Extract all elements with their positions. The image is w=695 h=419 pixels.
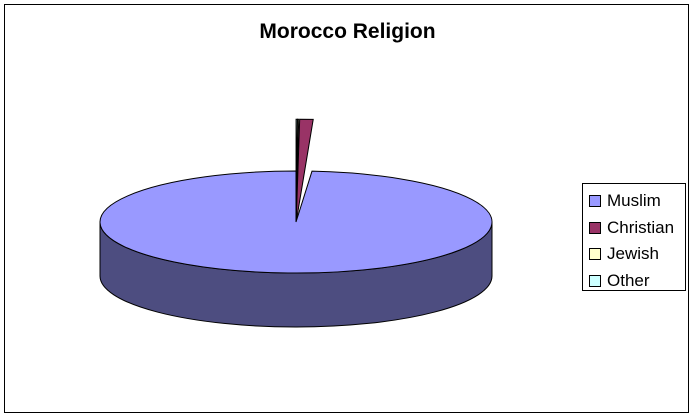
legend-item-christian: Christian	[589, 215, 685, 242]
legend-item-muslim: Muslim	[589, 188, 685, 215]
legend-item-other: Other	[589, 268, 685, 295]
legend-item-jewish: Jewish	[589, 241, 685, 268]
legend-swatch-jewish	[589, 248, 601, 261]
legend-swatch-christian	[589, 221, 601, 234]
legend-swatch-other	[589, 274, 601, 287]
legend-label-other: Other	[607, 270, 650, 290]
pie-slice-christian	[295, 118, 314, 223]
legend-label-jewish: Jewish	[607, 244, 659, 264]
chart-title: Morocco Religion	[259, 20, 436, 43]
pie-slice-muslim	[99, 170, 493, 274]
legend-label-muslim: Muslim	[607, 191, 661, 211]
legend-label-christian: Christian	[607, 217, 675, 237]
legend-swatch-muslim	[589, 195, 601, 208]
legend: Muslim Christian Jewish Other	[582, 183, 686, 291]
